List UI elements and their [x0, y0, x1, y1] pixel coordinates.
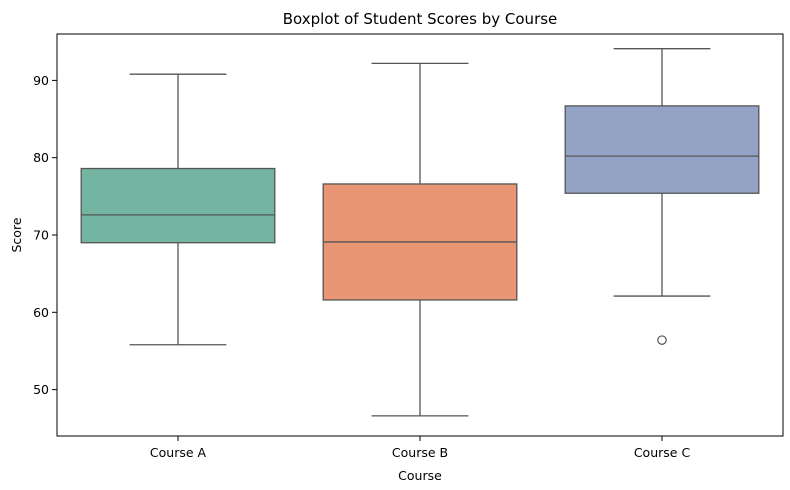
chart-title: Boxplot of Student Scores by Course	[283, 10, 558, 28]
y-axis: 50 60 70 80 90	[33, 73, 57, 397]
y-tick-label: 80	[33, 150, 49, 165]
outlier-point	[657, 335, 667, 345]
x-tick-label: Course C	[634, 445, 691, 460]
y-tick-label: 50	[33, 382, 49, 397]
y-tick-label: 60	[33, 305, 49, 320]
x-axis-label: Course	[398, 468, 442, 483]
x-tick-label: Course A	[150, 445, 207, 460]
x-tick-label: Course B	[392, 445, 448, 460]
box-group	[564, 48, 760, 345]
box-group	[322, 62, 518, 417]
y-tick-label: 70	[33, 228, 49, 243]
x-axis: Course A Course B Course C	[150, 436, 691, 460]
iqr-box	[80, 167, 276, 244]
box-group	[80, 73, 276, 346]
y-tick-label: 90	[33, 73, 49, 88]
y-axis-label: Score	[9, 217, 24, 252]
boxes-layer	[80, 48, 760, 417]
iqr-box	[564, 105, 760, 194]
